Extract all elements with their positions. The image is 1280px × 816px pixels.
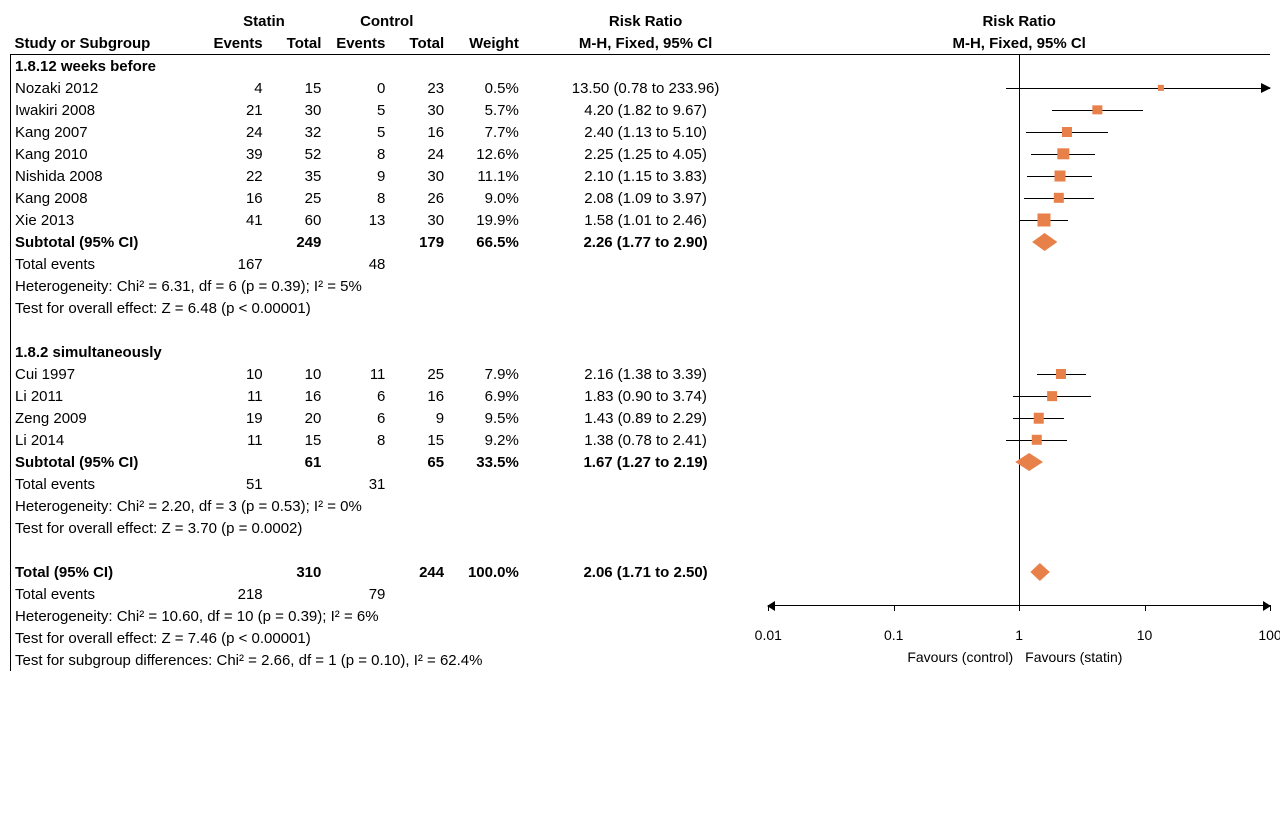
forest-plot-cell xyxy=(768,165,1270,187)
overall-total-label: Total (95% CI) xyxy=(11,561,203,583)
subtotal-label: Subtotal (95% CI) xyxy=(11,451,203,473)
header-weight: Weight xyxy=(448,32,523,55)
risk-ratio-text: 2.25 (1.25 to 4.05) xyxy=(523,143,768,165)
forest-plot-cell xyxy=(768,143,1270,165)
forest-plot-cell xyxy=(768,297,1270,319)
forest-plot-cell xyxy=(768,253,1270,275)
header-statin-total: Total xyxy=(267,32,326,55)
risk-ratio-text: 1.43 (0.89 to 2.29) xyxy=(523,407,768,429)
forest-plot-cell xyxy=(768,517,1270,539)
total-events-label: Total events xyxy=(11,253,203,275)
overall-total-events-label: Total events xyxy=(11,583,203,605)
study-name: Zeng 2009 xyxy=(11,407,203,429)
overall-effect-test: Test for overall effect: Z = 6.48 (p < 0… xyxy=(11,297,769,319)
forest-axis xyxy=(768,605,1270,627)
forest-plot-cell xyxy=(768,341,1270,363)
forest-plot-cell xyxy=(768,451,1270,473)
forest-plot-cell xyxy=(768,429,1270,451)
study-name: Kang 2007 xyxy=(11,121,203,143)
overall-effect-test: Test for overall effect: Z = 3.70 (p = 0… xyxy=(11,517,769,539)
forest-plot-cell xyxy=(768,363,1270,385)
study-name: Li 2011 xyxy=(11,385,203,407)
subgroup-diff-test: Test for subgroup differences: Chi² = 2.… xyxy=(11,649,769,671)
forest-plot-cell xyxy=(768,77,1270,99)
forest-plot-cell xyxy=(768,231,1270,253)
heterogeneity-text: Heterogeneity: Chi² = 6.31, df = 6 (p = … xyxy=(11,275,769,297)
forest-plot-cell xyxy=(768,275,1270,297)
study-name: Xie 2013 xyxy=(11,209,203,231)
study-name: Kang 2010 xyxy=(11,143,203,165)
forest-plot-cell xyxy=(768,561,1270,583)
study-name: Cui 1997 xyxy=(11,363,203,385)
risk-ratio-text: 2.40 (1.13 to 5.10) xyxy=(523,121,768,143)
forest-plot-table: StatinControl Risk RatioRisk Ratio Study o… xyxy=(10,10,1270,671)
total-events-label: Total events xyxy=(11,473,203,495)
forest-plot-cell xyxy=(768,407,1270,429)
risk-ratio-text: 4.20 (1.82 to 9.67) xyxy=(523,99,768,121)
study-name: Iwakiri 2008 xyxy=(11,99,203,121)
forest-plot-cell xyxy=(768,121,1270,143)
axis-tick-labels: 0.010.1110100 xyxy=(768,627,1270,649)
forest-plot-cell xyxy=(768,99,1270,121)
forest-plot-cell xyxy=(768,473,1270,495)
risk-ratio-text: 2.16 (1.38 to 3.39) xyxy=(523,363,768,385)
forest-plot-cell xyxy=(768,385,1270,407)
risk-ratio-text: 1.83 (0.90 to 3.74) xyxy=(523,385,768,407)
risk-ratio-text: 1.58 (1.01 to 2.46) xyxy=(523,209,768,231)
overall-rr: 2.06 (1.71 to 2.50) xyxy=(523,561,768,583)
forest-plot-cell xyxy=(768,539,1270,561)
forest-plot-cell xyxy=(768,187,1270,209)
header-statin-events: Events xyxy=(203,32,267,55)
forest-plot-cell xyxy=(768,209,1270,231)
subgroup-title: 1.8.2 simultaneously xyxy=(11,341,203,363)
forest-plot-cell xyxy=(768,495,1270,517)
header-statin: Statin xyxy=(203,10,326,32)
study-name: Nishida 2008 xyxy=(11,165,203,187)
study-name: Nozaki 2012 xyxy=(11,77,203,99)
header-rr-ci-2: M-H, Fixed, 95% Cl xyxy=(768,32,1270,55)
favours-labels: Favours (control)Favours (statin) xyxy=(768,649,1270,671)
risk-ratio-text: 13.50 (0.78 to 233.96) xyxy=(523,77,768,99)
overall-effect-test: Test for overall effect: Z = 7.46 (p < 0… xyxy=(11,627,769,649)
overall-heterogeneity: Heterogeneity: Chi² = 10.60, df = 10 (p … xyxy=(11,605,769,627)
risk-ratio-text: 1.38 (0.78 to 2.41) xyxy=(523,429,768,451)
forest-plot-cell xyxy=(768,319,1270,341)
subtotal-rr: 1.67 (1.27 to 2.19) xyxy=(523,451,768,473)
risk-ratio-text: 2.10 (1.15 to 3.83) xyxy=(523,165,768,187)
header-control-events: Events xyxy=(325,32,389,55)
subtotal-label: Subtotal (95% CI) xyxy=(11,231,203,253)
subtotal-rr: 2.26 (1.77 to 2.90) xyxy=(523,231,768,253)
header-risk-ratio-2: Risk Ratio xyxy=(768,10,1270,32)
study-name: Kang 2008 xyxy=(11,187,203,209)
header-control-total: Total xyxy=(389,32,448,55)
forest-plot-cell xyxy=(768,55,1270,78)
study-name: Li 2014 xyxy=(11,429,203,451)
subgroup-title: 1.8.12 weeks before xyxy=(11,55,203,78)
risk-ratio-text: 2.08 (1.09 to 3.97) xyxy=(523,187,768,209)
header-risk-ratio-1: Risk Ratio xyxy=(523,10,768,32)
header-study: Study or Subgroup xyxy=(11,32,203,55)
header-control: Control xyxy=(325,10,448,32)
heterogeneity-text: Heterogeneity: Chi² = 2.20, df = 3 (p = … xyxy=(11,495,769,517)
header-rr-ci-1: M-H, Fixed, 95% Cl xyxy=(523,32,768,55)
